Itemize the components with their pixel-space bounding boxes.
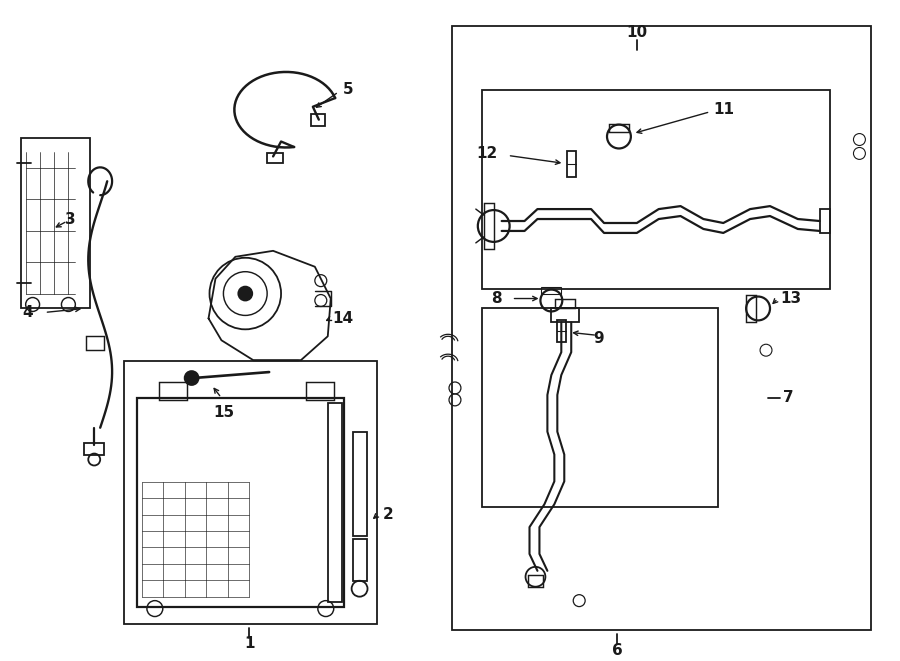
Text: 12: 12 <box>476 146 498 161</box>
Bar <box>452 26 871 631</box>
Text: 1: 1 <box>244 636 255 651</box>
Bar <box>555 299 575 309</box>
Bar <box>353 539 366 581</box>
Bar <box>124 361 377 625</box>
Bar <box>306 382 334 400</box>
Text: 5: 5 <box>343 83 354 97</box>
Bar <box>267 153 283 163</box>
Bar <box>482 309 718 507</box>
Text: 2: 2 <box>382 507 393 522</box>
Bar <box>85 443 104 455</box>
Text: 3: 3 <box>65 212 76 227</box>
Bar <box>482 90 830 289</box>
Bar <box>567 151 576 177</box>
Bar <box>542 287 562 293</box>
Bar <box>552 309 580 323</box>
Text: 8: 8 <box>491 291 501 306</box>
Circle shape <box>184 371 199 385</box>
Bar <box>484 203 494 249</box>
Text: 15: 15 <box>213 405 234 420</box>
Text: 14: 14 <box>333 311 354 326</box>
Circle shape <box>238 287 252 301</box>
Text: 7: 7 <box>783 391 794 405</box>
Bar <box>158 382 186 400</box>
Bar <box>746 295 756 323</box>
Bar <box>86 336 104 350</box>
Text: 10: 10 <box>626 24 647 40</box>
Bar <box>557 321 566 342</box>
Text: 9: 9 <box>593 330 604 346</box>
Bar <box>527 575 544 587</box>
Bar <box>137 398 344 607</box>
Text: 13: 13 <box>780 291 801 306</box>
Bar <box>328 403 342 602</box>
Text: 4: 4 <box>22 305 32 320</box>
Text: 11: 11 <box>714 102 734 117</box>
Bar <box>21 137 90 309</box>
Bar <box>310 114 325 126</box>
Bar <box>353 432 366 536</box>
Bar <box>820 209 830 233</box>
Text: 6: 6 <box>612 642 622 658</box>
Bar <box>609 124 629 132</box>
